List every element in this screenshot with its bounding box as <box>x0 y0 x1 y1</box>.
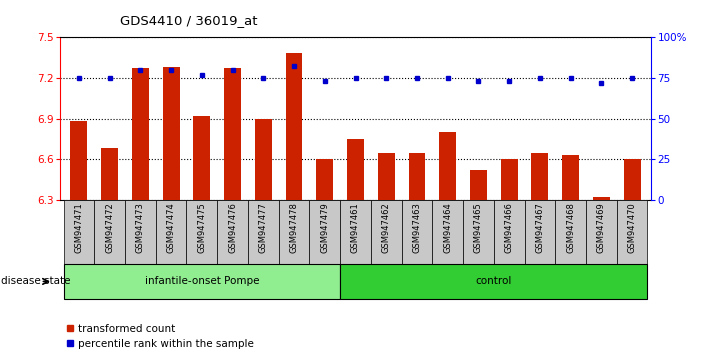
Bar <box>316 159 333 200</box>
Bar <box>525 200 555 264</box>
Text: GSM947470: GSM947470 <box>628 202 636 253</box>
Text: GSM947474: GSM947474 <box>166 202 176 253</box>
Text: GSM947475: GSM947475 <box>198 202 206 253</box>
Bar <box>409 153 425 200</box>
Text: control: control <box>476 276 512 286</box>
Text: GSM947464: GSM947464 <box>443 202 452 253</box>
Bar <box>586 200 616 264</box>
Bar <box>101 148 118 200</box>
Bar <box>248 200 279 264</box>
Bar <box>531 153 548 200</box>
Bar <box>224 68 241 200</box>
Bar <box>279 200 309 264</box>
Text: GSM947471: GSM947471 <box>75 202 83 253</box>
Bar <box>95 200 125 264</box>
Text: infantile-onset Pompe: infantile-onset Pompe <box>144 276 259 286</box>
Bar <box>402 200 432 264</box>
Text: GSM947473: GSM947473 <box>136 202 145 253</box>
Text: GSM947468: GSM947468 <box>566 202 575 253</box>
Bar <box>125 200 156 264</box>
Bar <box>156 200 186 264</box>
Bar <box>562 155 579 200</box>
Bar <box>163 67 180 200</box>
Text: GDS4410 / 36019_at: GDS4410 / 36019_at <box>119 14 257 27</box>
Bar <box>470 170 487 200</box>
Bar <box>309 200 340 264</box>
Bar <box>340 200 371 264</box>
Bar <box>616 200 648 264</box>
Text: GSM947477: GSM947477 <box>259 202 268 253</box>
Bar <box>378 153 395 200</box>
Bar <box>347 139 364 200</box>
Bar <box>432 200 463 264</box>
Bar <box>624 159 641 200</box>
Bar <box>255 119 272 200</box>
Bar <box>555 200 586 264</box>
Bar <box>593 197 610 200</box>
Bar <box>463 200 494 264</box>
Bar <box>501 159 518 200</box>
Bar <box>340 264 648 299</box>
Bar <box>63 200 95 264</box>
Bar <box>217 200 248 264</box>
Text: GSM947462: GSM947462 <box>382 202 391 253</box>
Bar <box>186 200 217 264</box>
Text: GSM947461: GSM947461 <box>351 202 360 253</box>
Legend: transformed count, percentile rank within the sample: transformed count, percentile rank withi… <box>65 324 254 349</box>
Bar <box>439 132 456 200</box>
Bar <box>193 116 210 200</box>
Bar <box>63 264 340 299</box>
Bar <box>371 200 402 264</box>
Text: GSM947472: GSM947472 <box>105 202 114 253</box>
Bar <box>70 121 87 200</box>
Text: GSM947465: GSM947465 <box>474 202 483 253</box>
Text: GSM947467: GSM947467 <box>535 202 545 253</box>
Bar <box>132 68 149 200</box>
Text: GSM947469: GSM947469 <box>597 202 606 253</box>
Text: disease state: disease state <box>1 276 70 286</box>
Text: GSM947463: GSM947463 <box>412 202 422 253</box>
Bar <box>286 53 302 200</box>
Bar <box>494 200 525 264</box>
Text: GSM947476: GSM947476 <box>228 202 237 253</box>
Text: GSM947479: GSM947479 <box>320 202 329 253</box>
Text: GSM947466: GSM947466 <box>505 202 513 253</box>
Text: GSM947478: GSM947478 <box>289 202 299 253</box>
